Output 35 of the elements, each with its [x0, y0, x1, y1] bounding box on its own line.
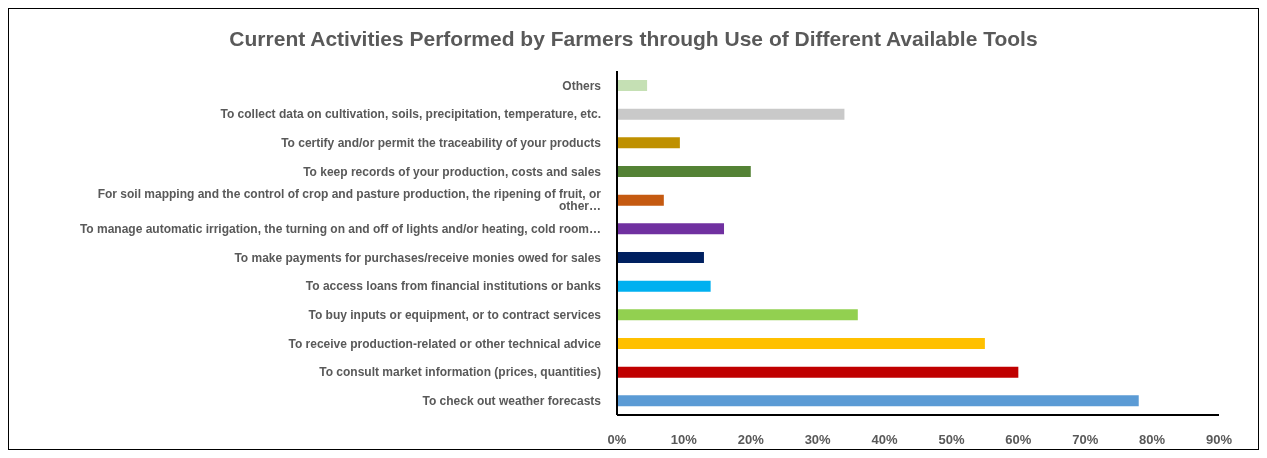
- x-tick-label: 30%: [804, 432, 832, 448]
- y-tick-label: To keep records of your production, costs and sales: [303, 164, 602, 179]
- chart-title: Current Activities Performed by Farmers through Use of Different Available Tools: [228, 26, 1039, 52]
- bar: [617, 366, 1019, 378]
- y-tick-label: To collect data on cultivation, soils, precipitation, temperature, etc.: [220, 107, 601, 122]
- y-tick-label: For soil mapping and the control of crop and pasture production, the ripening of fruit, or other…: [97, 187, 602, 214]
- y-tick-label: To receive production-related or other technical advice: [288, 336, 602, 351]
- bar: [617, 137, 680, 149]
- bar: [617, 338, 985, 349]
- x-tick-label: 40%: [871, 432, 898, 448]
- bar: [617, 194, 664, 206]
- x-tick-label: 0%: [607, 432, 627, 448]
- bar: [617, 280, 711, 292]
- y-tick-label: To buy inputs or equipment, or to contract services: [308, 307, 602, 322]
- bar: [617, 166, 751, 177]
- y-tick-label: To make payments for purchases/receive monies owed for sales: [234, 250, 602, 265]
- y-tick-label: To manage automatic irrigation, the turning on and off of lights and/or heating, cold room…: [79, 221, 601, 236]
- x-tick-label: 10%: [670, 432, 698, 448]
- bar: [617, 108, 845, 120]
- y-tick-label: To certify and/or permit the traceability of your products: [281, 135, 602, 150]
- bar: [617, 252, 704, 263]
- bar: [617, 309, 858, 321]
- y-tick-label: Others: [562, 78, 602, 93]
- y-tick-label: To consult market information (prices, quantities): [319, 365, 601, 380]
- x-tick-label: 20%: [737, 432, 765, 448]
- y-tick-label: To access loans from financial institutions or banks: [305, 279, 602, 294]
- bar: [617, 80, 648, 91]
- y-tick-label: To check out weather forecasts: [422, 393, 602, 408]
- x-tick-label: 80%: [1139, 432, 1166, 448]
- x-tick-label: 70%: [1072, 432, 1099, 448]
- x-tick-label: 60%: [1005, 432, 1032, 448]
- bar: [617, 395, 1139, 407]
- x-tick-label: 90%: [1205, 432, 1233, 448]
- bar: [617, 223, 725, 235]
- x-tick-label: 50%: [938, 432, 965, 448]
